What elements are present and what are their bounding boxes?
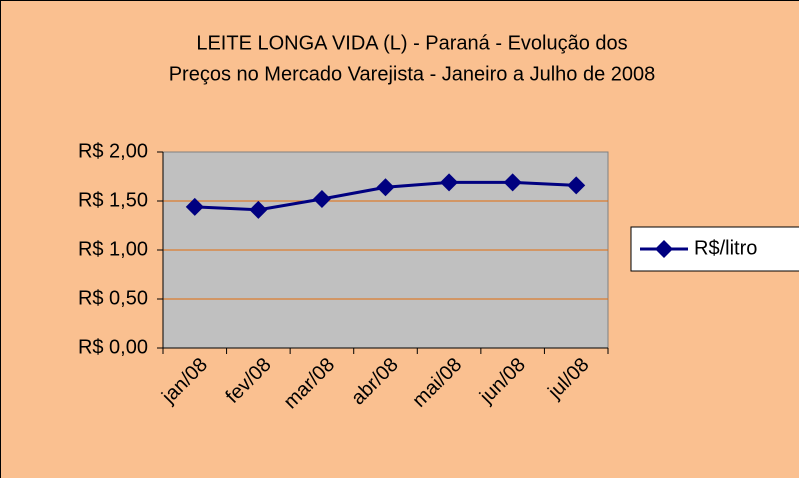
legend-label: R$/litro xyxy=(694,237,757,259)
y-tick-label: R$ 0,50 xyxy=(78,287,148,309)
y-tick-label: R$ 2,00 xyxy=(78,140,148,162)
chart-title: LEITE LONGA VIDA (L) - Paraná - Evolução… xyxy=(196,32,627,54)
marker xyxy=(503,173,522,192)
marker xyxy=(567,176,586,195)
marker xyxy=(249,200,268,219)
marker xyxy=(440,173,459,192)
marker xyxy=(376,178,395,197)
chart-title: Preços no Mercado Varejista - Janeiro a … xyxy=(169,63,656,85)
y-tick-label: R$ 0,00 xyxy=(78,336,148,358)
y-tick-label: R$ 1,00 xyxy=(78,238,148,260)
marker xyxy=(185,197,204,216)
legend-marker xyxy=(655,240,673,258)
y-tick-label: R$ 1,50 xyxy=(78,189,148,211)
marker xyxy=(312,190,331,209)
